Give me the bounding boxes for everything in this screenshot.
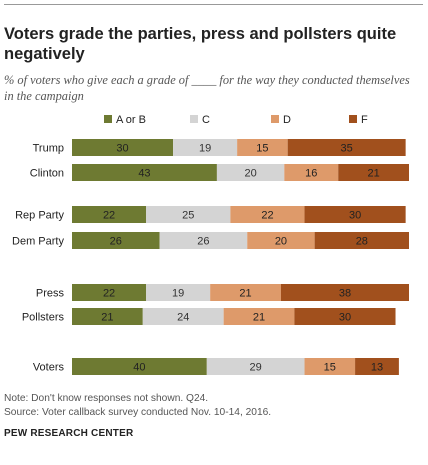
- data-label-press-f: 38: [339, 288, 351, 300]
- data-label-pollsters-c: 24: [177, 312, 189, 324]
- data-label-press-d: 21: [239, 288, 251, 300]
- legend-swatch-c: [190, 115, 198, 123]
- source-text: Source: Voter callback survey conducted …: [4, 407, 272, 418]
- legend-item-f: F: [349, 113, 368, 127]
- bar-pollsters-c: [142, 308, 224, 325]
- bar-rep-party-c: [146, 206, 231, 223]
- bar-trump-d: [237, 139, 288, 156]
- legend-item-d: D: [271, 113, 291, 127]
- bar-voters-f: [355, 358, 399, 375]
- bar-press-c: [146, 284, 211, 301]
- data-label-voters-d: 15: [324, 362, 336, 374]
- legend-item-c: C: [190, 113, 210, 127]
- bar-voters-a-or-b: [72, 358, 207, 375]
- bar-clinton-a-or-b: [72, 164, 217, 181]
- data-label-trump-c: 19: [199, 143, 211, 155]
- bar-press-f: [280, 284, 409, 301]
- data-label-pollsters-f: 30: [339, 312, 351, 324]
- bar-dem-party-f: [314, 232, 409, 249]
- bar-voters-c: [206, 358, 305, 375]
- bar-rep-party-f: [304, 206, 406, 223]
- bar-pollsters-f: [294, 308, 396, 325]
- data-label-clinton-f: 21: [367, 168, 379, 180]
- legend-label-c: C: [202, 114, 210, 126]
- data-label-clinton-d: 16: [305, 168, 317, 180]
- bar-trump-f: [287, 139, 406, 156]
- category-label-trump: Trump: [33, 143, 64, 155]
- bar-clinton-f: [338, 164, 409, 181]
- chart-subtitle: % of voters who give each a grade of ___…: [4, 73, 410, 103]
- credit-text: PEW RESEARCH CENTER: [4, 428, 134, 439]
- legend-swatch-d: [271, 115, 279, 123]
- data-label-press-c: 19: [172, 288, 184, 300]
- bar-clinton-d: [284, 164, 339, 181]
- chart-title: Voters grade the parties, press and poll…: [4, 25, 397, 63]
- legend-label-a-or-b: A or B: [116, 114, 146, 126]
- data-label-voters-f: 13: [371, 362, 383, 374]
- category-label-pollsters: Pollsters: [22, 312, 65, 324]
- bar-pollsters-d: [223, 308, 295, 325]
- bar-pollsters-a-or-b: [72, 308, 143, 325]
- bar-trump-c: [173, 139, 238, 156]
- data-label-trump-d: 15: [256, 143, 268, 155]
- bar-rep-party-d: [230, 206, 305, 223]
- legend: A or B C D F: [0, 113, 428, 127]
- bar-dem-party-a-or-b: [72, 232, 160, 249]
- legend-swatch-f: [349, 115, 357, 123]
- bar-press-a-or-b: [72, 284, 147, 301]
- data-label-dem-party-f: 28: [356, 236, 368, 248]
- data-label-trump-a-or-b: 30: [116, 143, 128, 155]
- bar-dem-party-c: [159, 232, 248, 249]
- category-label-press: Press: [36, 288, 65, 300]
- legend-label-d: D: [283, 114, 291, 126]
- data-label-clinton-c: 20: [244, 168, 256, 180]
- data-label-clinton-a-or-b: 43: [138, 168, 150, 180]
- bar-clinton-c: [216, 164, 285, 181]
- legend-item-a-or-b: A or B: [104, 113, 146, 127]
- data-label-pollsters-a-or-b: 21: [101, 312, 113, 324]
- category-label-rep-party: Rep Party: [15, 210, 64, 222]
- data-label-voters-c: 29: [250, 362, 262, 374]
- top-rule: [4, 4, 423, 5]
- note-text: Note: Don't know responses not shown. Q2…: [4, 393, 209, 404]
- data-label-dem-party-d: 20: [275, 236, 287, 248]
- data-label-rep-party-f: 30: [349, 210, 361, 222]
- data-label-rep-party-c: 25: [182, 210, 194, 222]
- legend-label-f: F: [361, 114, 368, 126]
- data-label-press-a-or-b: 22: [103, 288, 115, 300]
- category-label-voters: Voters: [33, 362, 65, 374]
- bar-voters-d: [304, 358, 356, 375]
- data-label-rep-party-d: 22: [261, 210, 273, 222]
- data-label-dem-party-c: 26: [197, 236, 209, 248]
- bar-dem-party-d: [247, 232, 315, 249]
- bar-trump-a-or-b: [72, 139, 174, 156]
- legend-swatch-a-or-b: [104, 115, 112, 123]
- data-label-rep-party-a-or-b: 22: [103, 210, 115, 222]
- data-label-dem-party-a-or-b: 26: [110, 236, 122, 248]
- category-label-clinton: Clinton: [30, 168, 64, 180]
- bar-press-d: [210, 284, 281, 301]
- bar-rep-party-a-or-b: [72, 206, 147, 223]
- category-label-dem-party: Dem Party: [12, 236, 64, 248]
- data-label-pollsters-d: 21: [253, 312, 265, 324]
- data-label-voters-a-or-b: 40: [133, 362, 145, 374]
- data-label-trump-f: 35: [341, 143, 353, 155]
